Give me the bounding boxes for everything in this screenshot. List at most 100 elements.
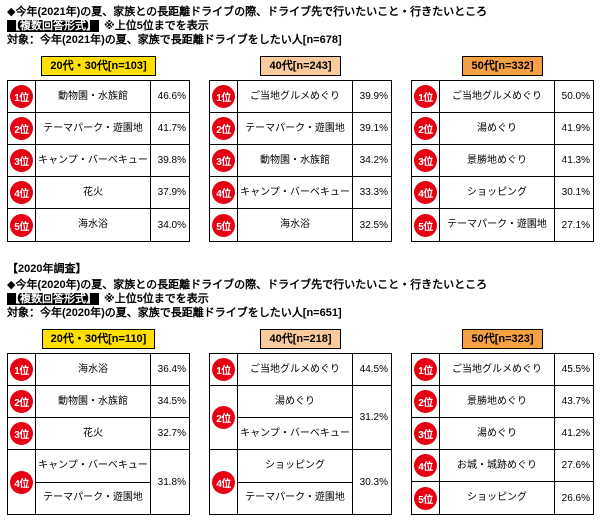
answer-format-tag: 【複数回答形式】: [7, 20, 99, 32]
rank-badge: 4位: [212, 181, 235, 204]
ranking-row: 4位 お城・​城跡めぐり 27.6%: [412, 450, 593, 482]
activity-name-group: お城・​城跡めぐり: [440, 450, 555, 481]
ranking-table: 1位 ご当地グルメめぐり 44.5% 2位 湯めぐり キャンプ・​バーベキュー 31.2% 4…: [209, 353, 392, 515]
rank-badge-cell: 3位: [210, 145, 238, 176]
activity-name: 動物園・​水族館: [260, 154, 330, 166]
age-group-header: 50代[n=332]: [462, 56, 543, 76]
section-2020: ◆今年(2020年)の夏、家族との長距離ドライブの際、ドライブ先で行いたいこと・…: [7, 278, 595, 515]
section-title-2021: ◆今年(2021年)の夏、家族との長距離ドライブの際、ドライブ先で行いたいこと・…: [7, 6, 488, 18]
year-2020-label: 【2020年調査】: [7, 263, 87, 275]
rank-badge: 1位: [414, 85, 437, 108]
activity-name-group: 湯めぐり: [440, 418, 555, 449]
ranking-row: 5位 海水浴 32.5%: [210, 209, 391, 241]
activity-name-group: ご当地グルメめぐり: [238, 81, 353, 112]
activity-name: 景勝地めぐり: [467, 154, 527, 166]
percentage-value: 34.5%: [157, 396, 186, 407]
rank-badge: 3位: [414, 422, 437, 445]
ranking-row: 4位 キャンプ・​バーベキュー 33.3%: [210, 177, 391, 209]
age-group-header: 40代[n=218]: [260, 329, 341, 349]
section-title-2020: ◆今年(2020年)の夏、家族との長距離ドライブの際、ドライブ先で行いたいこと・…: [7, 279, 488, 291]
ranking-column: 40代[n=218] 1位 ご当地グルメめぐり 44.5% 2位 湯めぐり キャンプ・​バー…: [209, 329, 392, 515]
rank-badge-cell: 5位: [412, 482, 440, 514]
percentage-value: 37.9%: [157, 187, 186, 198]
ranking-column: 50代[n=323] 1位 ご当地グルメめぐり 45.5% 2位 景勝地めぐり 43.7% 3…: [411, 329, 594, 515]
activity-name: キャンプ・​バーベキュー: [38, 459, 148, 471]
activity-name-group: テーマパーク・​遊園地: [238, 113, 353, 144]
ranking-row: 2位 景勝地めぐり 43.7%: [412, 386, 593, 418]
age-group-header: 50代[n=323]: [462, 329, 543, 349]
percentage-value: 31.2%: [359, 412, 388, 423]
activity-name: ショッピング: [467, 186, 527, 198]
ranking-row: 2位 湯めぐり 41.9%: [412, 113, 593, 145]
ranking-row: 4位 花火 37.9%: [8, 177, 189, 209]
percentage-value: 36.4%: [157, 364, 186, 375]
rank-badge-cell: 1位: [210, 81, 238, 112]
activity-name: テーマパーク・​遊園地: [245, 122, 345, 134]
rank-badge-cell: 2位: [210, 386, 238, 449]
rank-badge-cell: 2位: [412, 113, 440, 144]
rank-badge: 1位: [10, 85, 33, 108]
activity-name: 湯めぐり: [477, 122, 517, 134]
rank-badge: 2位: [414, 390, 437, 413]
rank-badge: 1位: [212, 358, 235, 381]
activity-name-group: ショッピング: [440, 482, 555, 514]
ranking-tables-2021: 20代・30代[n=103] 1位 動物園・​水族館 46.6% 2位 テーマパーク・​遊…: [7, 56, 595, 242]
rank-badge: 2位: [212, 117, 235, 140]
activity-name-group: ご当地グルメめぐり: [440, 354, 555, 385]
activity-name: テーマパーク・​遊園地: [447, 219, 547, 230]
rank-badge: 4位: [414, 181, 437, 204]
activity-name-group: 湯めぐり: [440, 113, 555, 144]
activity-name: 海水浴: [280, 219, 310, 230]
rank-badge-cell: 1位: [210, 354, 238, 385]
activity-name: テーマパーク・​遊園地: [36, 481, 150, 515]
rank-badge: 4位: [212, 470, 235, 494]
percentage-value: 31.8%: [157, 476, 186, 488]
ranking-row: 1位 海水浴 36.4%: [8, 354, 189, 386]
percentage-value: 34.0%: [157, 219, 186, 231]
rank-badge-cell: 4位: [210, 450, 238, 514]
activity-name: キャンプ・​バーベキュー: [38, 154, 148, 166]
rank-badge-cell: 1位: [8, 81, 36, 112]
rank-badge-cell: 4位: [8, 450, 36, 514]
percentage-value: 33.3%: [359, 187, 388, 198]
ranking-column: 20代・30代[n=110] 1位 海水浴 36.4% 2位 動物園・​水族館 34.5% 3…: [7, 329, 190, 515]
percentage-value: 27.1%: [561, 219, 590, 231]
rank-badge: 2位: [10, 390, 33, 413]
activity-name-group: 動物園・​水族館: [36, 386, 151, 417]
ranking-row: 2位 湯めぐり キャンプ・​バーベキュー 31.2%: [210, 386, 391, 450]
section-target-2020: 対象：今年(2020年)の夏、家族で長距離ドライブをしたい人[n=651]: [7, 307, 342, 319]
rank-badge: 1位: [212, 85, 235, 108]
ranking-row: 5位 テーマパーク・​遊園地 27.1%: [412, 209, 593, 241]
ranking-tables-2020: 20代・30代[n=110] 1位 海水浴 36.4% 2位 動物園・​水族館 34.5% 3…: [7, 329, 595, 515]
percentage-value: 46.6%: [157, 91, 186, 102]
age-group-header: 40代[n=243]: [260, 56, 341, 76]
activity-name-group: 海水浴: [238, 209, 353, 241]
ranking-row: 3位 キャンプ・​バーベキュー 39.8%: [8, 145, 189, 177]
activity-name-group: 動物園・​水族館: [36, 81, 151, 112]
ranking-row: 1位 動物園・​水族館 46.6%: [8, 81, 189, 113]
top5-note: ※上位5位までを表示: [104, 293, 209, 305]
activity-name-group: 湯めぐり キャンプ・​バーベキュー: [238, 386, 353, 449]
ranking-row: 5位 海水浴 34.0%: [8, 209, 189, 241]
rank-badge-cell: 2位: [8, 113, 36, 144]
ranking-row: 3位 景勝地めぐり 41.3%: [412, 145, 593, 177]
survey-results-page: ◆今年(2021年)の夏、家族との長距離ドライブの際、ドライブ先で行いたいこと・…: [7, 6, 595, 515]
ranking-row: 1位 ご当地グルメめぐり 44.5%: [210, 354, 391, 386]
ranking-row: 5位 ショッピング 26.6%: [412, 482, 593, 514]
activity-name: ご当地グルメめぐり: [452, 90, 542, 102]
percentage-value: 30.1%: [561, 187, 590, 198]
percentage-value: 26.6%: [561, 492, 590, 504]
activity-name-group: キャンプ・​バーベキューテーマパーク・​遊園地: [36, 450, 151, 514]
rank-badge-cell: 4位: [210, 177, 238, 208]
activity-name: ご当地グルメめぐり: [250, 90, 340, 102]
percentage-value: 50.0%: [561, 91, 590, 102]
activity-name: 花火: [83, 186, 103, 198]
answer-format-tag: 【複数回答形式】: [7, 293, 99, 305]
activity-name-group: キャンプ・​バーベキュー: [36, 145, 151, 176]
activity-name: キャンプ・​バーベキュー: [240, 186, 350, 198]
activity-name: テーマパーク・​遊園地: [238, 481, 352, 515]
rank-badge-cell: 5位: [210, 209, 238, 241]
activity-name-group: 花火: [36, 177, 151, 208]
activity-name-group: 海水浴: [36, 209, 151, 241]
rank-badge: 4位: [10, 181, 33, 204]
